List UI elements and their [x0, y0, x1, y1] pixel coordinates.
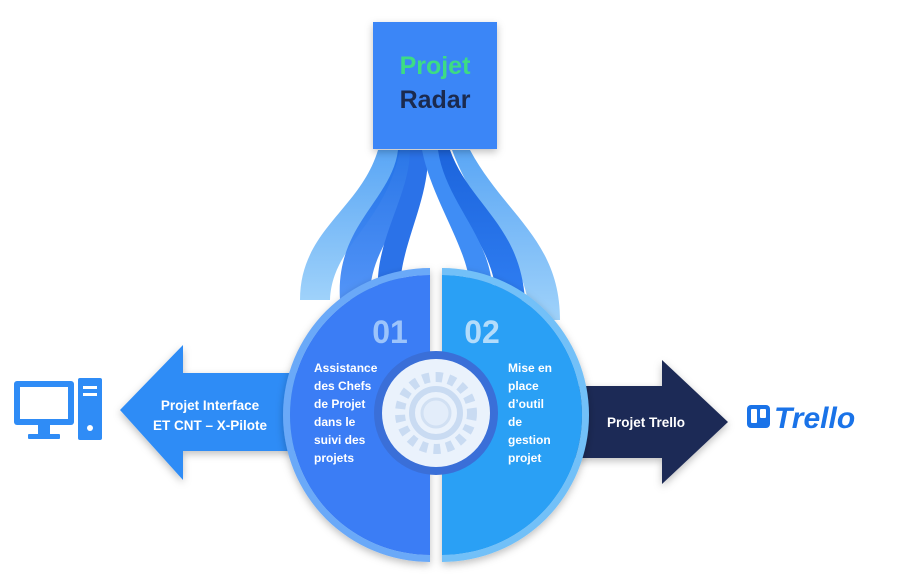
ribbon-right-inner	[422, 150, 492, 285]
top-box-title-line1: Projet	[400, 52, 472, 80]
left-half-number: 01	[372, 314, 408, 350]
ribbon-left-mid	[339, 150, 419, 300]
left-half-line: suivi des	[314, 433, 366, 447]
right-arrow-shape	[560, 360, 728, 484]
right-arrow	[560, 360, 728, 484]
left-arrow	[120, 345, 308, 480]
top-box-title-line2: Radar	[400, 86, 471, 114]
left-half-line: de Projet	[314, 397, 365, 411]
right-half-line: place	[508, 379, 539, 393]
left-half-line: projets	[314, 451, 354, 465]
right-half-line: Mise en	[508, 361, 552, 375]
ribbon-right-mid	[432, 150, 525, 300]
right-half-number: 02	[464, 314, 500, 350]
right-half-line: d’outil	[508, 397, 544, 411]
ribbon-right-outer	[452, 150, 560, 320]
computer-icon	[14, 378, 102, 440]
trello-logo-icon	[747, 405, 770, 428]
right-half-line: projet	[508, 451, 541, 465]
left-half-line: Assistance	[314, 361, 378, 375]
trello-logo-text: Trello	[774, 402, 855, 435]
left-half-line: des Chefs	[314, 379, 372, 393]
right-half-text: Mise en place d’outil de gestion projet	[508, 361, 552, 465]
ribbon-left-outer	[300, 150, 400, 300]
gear-icon	[395, 372, 477, 454]
left-half-line: dans le	[314, 415, 356, 429]
left-arrow-line1: Projet Interface	[161, 398, 260, 413]
right-half-line: de	[508, 415, 522, 429]
central-circle	[283, 268, 589, 562]
circle-right-half	[442, 275, 582, 555]
gear-hub	[420, 397, 452, 429]
circle-left-half	[290, 275, 430, 555]
ribbon-left-inner	[377, 150, 429, 290]
right-arrow-label: Projet Trello	[607, 415, 685, 430]
left-half-text: Assistance des Chefs de Projet dans le s…	[314, 361, 378, 465]
top-box-shape	[373, 22, 497, 149]
left-arrow-shape	[120, 345, 308, 480]
right-half-line: gestion	[508, 433, 551, 447]
left-arrow-line2: ET CNT – X-Pilote	[153, 418, 268, 433]
top-box	[373, 22, 497, 149]
connector-ribbons	[300, 150, 560, 320]
